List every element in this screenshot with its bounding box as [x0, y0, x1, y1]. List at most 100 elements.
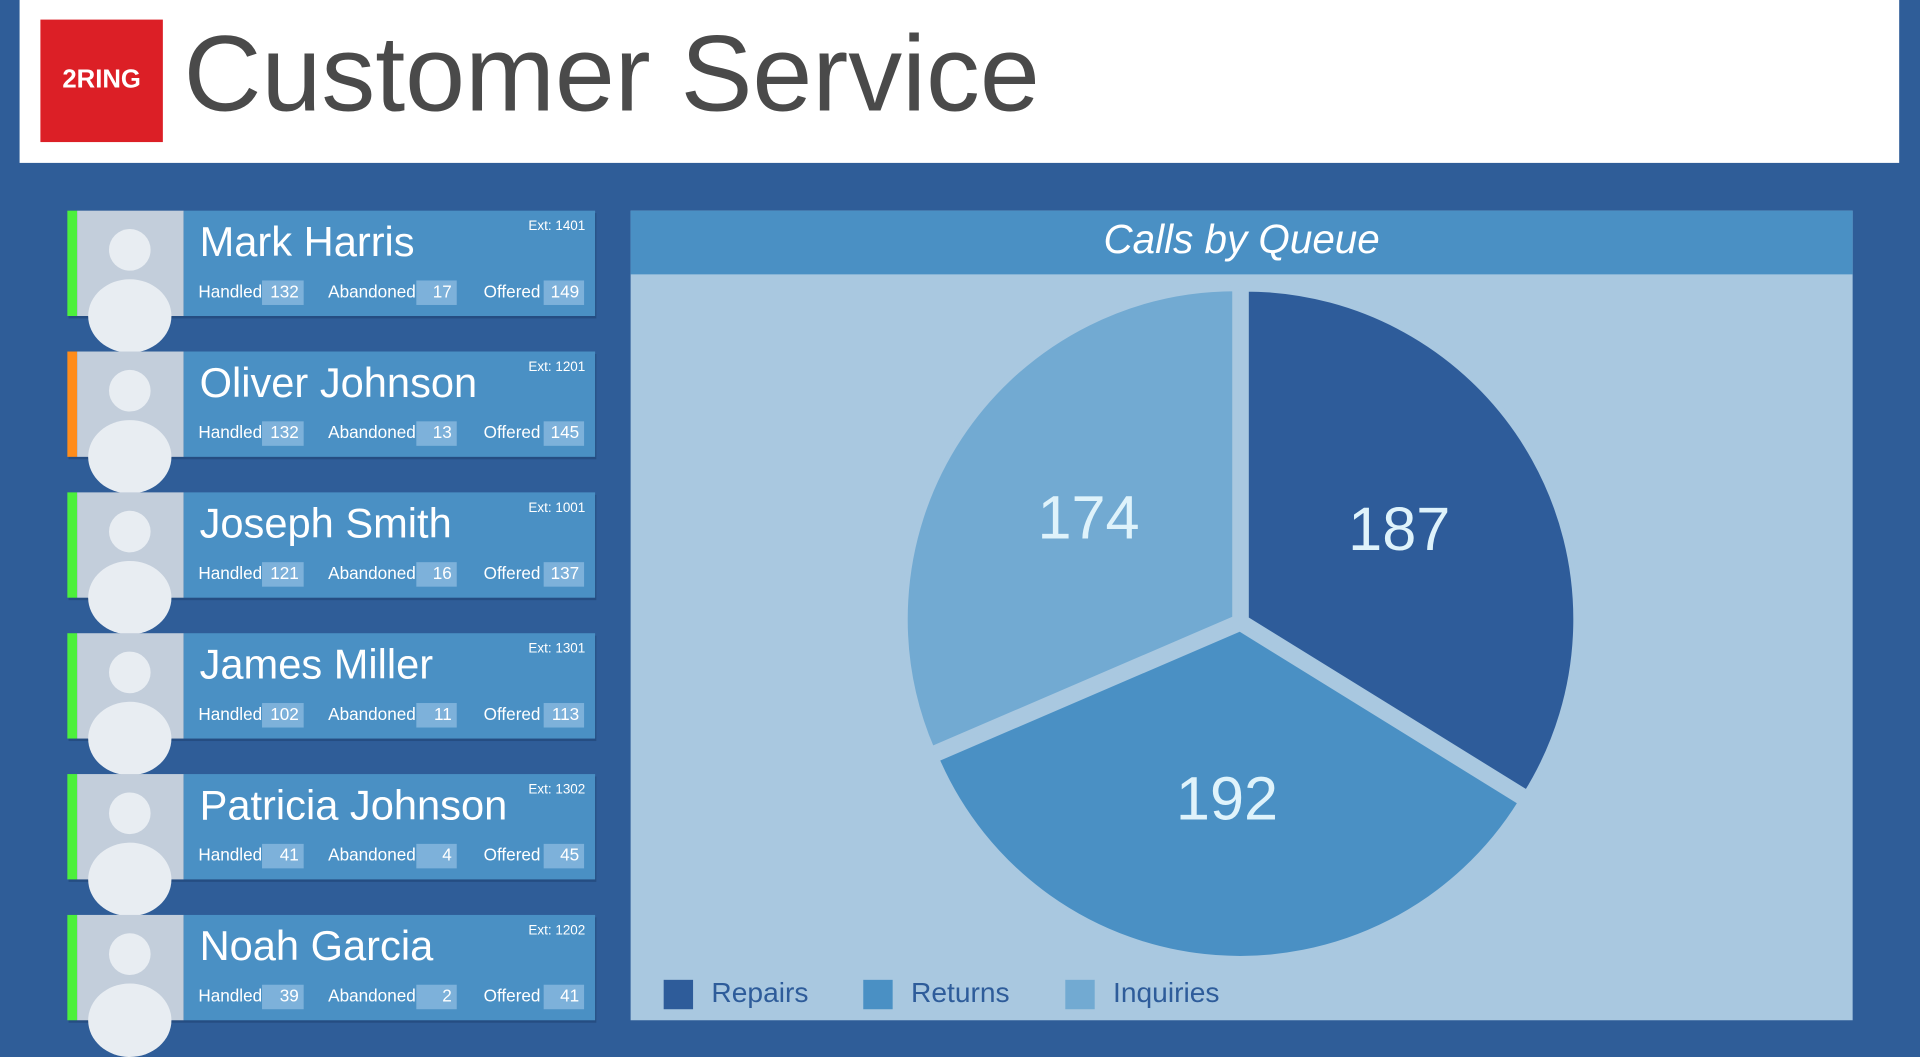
photo-head — [108, 229, 151, 271]
chart-title-bar — [630, 210, 1853, 275]
agent-card: Mark Harris Ext: 1401 Handled 132 Abandoned 1… — [67, 210, 597, 353]
legend-label: Inquiries — [1113, 977, 1219, 1008]
stat-box — [543, 703, 585, 728]
logo — [40, 19, 163, 143]
stat-value: 102 — [270, 704, 299, 724]
stat-value: 17 — [433, 281, 452, 301]
stat-label: Abandoned — [328, 704, 416, 724]
stat-label: Offered — [484, 704, 541, 724]
photo-body — [88, 560, 172, 635]
stat-value: 11 — [434, 704, 452, 724]
legend-label: Repairs — [711, 977, 808, 1008]
agent-card: Oliver Johnson Ext: 1201 Handled 132 Abandon… — [67, 351, 597, 494]
agent-name: Patricia Johnson — [200, 781, 508, 828]
card-body — [183, 351, 596, 457]
card-body — [183, 774, 596, 880]
card-body — [183, 914, 596, 1021]
stat-value: 39 — [280, 986, 299, 1006]
stat-box — [416, 984, 457, 1010]
agent-name: Noah Garcia — [200, 922, 434, 969]
stat-value: 4 — [442, 845, 452, 865]
chart-title: Calls by Queue — [1104, 216, 1380, 262]
photo-head — [108, 651, 151, 694]
stat-box — [543, 843, 585, 869]
card-body — [183, 210, 596, 316]
agent-card: James Miller Ext: 1301 Handled 102 Abandoned… — [67, 633, 597, 776]
photo-body — [88, 420, 172, 494]
legend-swatch — [663, 979, 694, 1010]
stat-label: Abandoned — [328, 422, 416, 442]
slice-label: 192 — [1176, 765, 1278, 833]
status-bar — [67, 351, 78, 457]
legend-swatch — [1065, 979, 1095, 1010]
agent-name: Oliver Johnson — [200, 359, 478, 406]
stat-label: Handled — [198, 986, 262, 1006]
photo-head — [108, 510, 151, 553]
agent-ext: Ext: 1401 — [528, 218, 585, 233]
stat-value: 2 — [442, 986, 452, 1006]
photo-head — [108, 792, 151, 835]
stat-box — [543, 562, 585, 587]
stat-value: 137 — [551, 563, 580, 583]
legend-label: Returns — [911, 977, 1010, 1008]
agent-card: Patricia Johnson Ext: 1302 Handled 41 Abando… — [67, 774, 597, 917]
card-body — [183, 633, 596, 739]
agent-name: Mark Harris — [200, 218, 415, 265]
stat-box — [262, 843, 304, 869]
photo-body — [88, 279, 172, 353]
stat-box — [543, 421, 585, 446]
stat-label: Offered — [484, 845, 541, 865]
stat-label: Offered — [484, 986, 541, 1006]
stat-label: Handled — [198, 845, 262, 865]
stat-box — [416, 280, 457, 305]
stat-box — [416, 421, 457, 446]
stat-label: Handled — [198, 563, 262, 583]
stat-label: Abandoned — [328, 986, 416, 1006]
stat-value: 41 — [560, 986, 579, 1006]
logo-text: 2RING — [62, 66, 141, 94]
stat-label: Handled — [198, 704, 262, 724]
status-bar — [67, 633, 78, 739]
stat-value: 113 — [552, 704, 579, 724]
agent-ext: Ext: 1301 — [528, 641, 585, 656]
stat-label: Offered — [484, 563, 541, 583]
agent-name: James Miller — [200, 641, 434, 688]
legend: Repairs Returns Inquiries — [663, 977, 1219, 1010]
stat-value: 16 — [433, 563, 452, 583]
status-bar — [67, 210, 78, 316]
status-bar — [67, 914, 78, 1021]
agent-ext: Ext: 1001 — [528, 500, 585, 515]
stat-box — [543, 984, 585, 1010]
slice-label: 174 — [1037, 483, 1139, 551]
stat-value: 132 — [270, 281, 299, 301]
photo-body — [88, 842, 172, 917]
stat-label: Abandoned — [328, 281, 416, 301]
stat-value: 121 — [270, 563, 299, 583]
stat-label: Offered — [484, 422, 541, 442]
status-bar — [67, 492, 78, 598]
legend-swatch — [863, 979, 893, 1010]
stat-box — [543, 280, 585, 305]
stat-label: Abandoned — [328, 845, 416, 865]
stat-label: Handled — [198, 422, 262, 442]
card-body — [183, 492, 596, 598]
header — [19, 0, 1900, 163]
photo-head — [108, 369, 151, 412]
stat-box — [416, 562, 457, 587]
stat-value: 13 — [433, 422, 452, 442]
stat-value: 145 — [551, 422, 580, 442]
status-bar — [67, 774, 78, 880]
stat-value: 41 — [280, 845, 299, 865]
pie-slice — [901, 285, 1239, 754]
photo-head — [108, 933, 151, 975]
pie-slice — [932, 624, 1526, 963]
photo-body — [88, 983, 172, 1057]
page-title: Customer Service — [184, 13, 1040, 134]
stat-label: Offered — [484, 281, 541, 301]
stat-box — [262, 280, 304, 305]
stat-value: 132 — [270, 422, 299, 442]
stat-box — [262, 421, 304, 446]
